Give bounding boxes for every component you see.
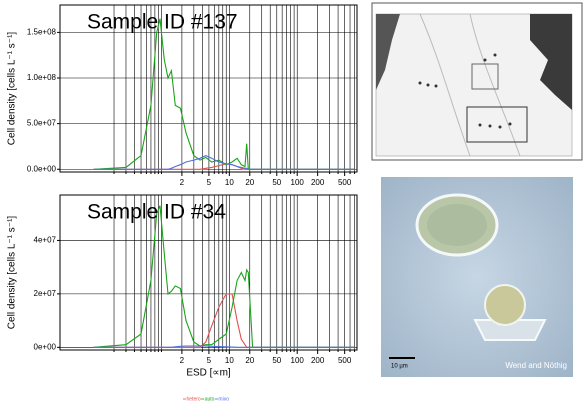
photo: 10 µm Wend and Nöthig — [381, 177, 573, 377]
x-tick-label: 2 — [180, 356, 185, 365]
y-tick-label: 1.0e+08 — [27, 73, 57, 82]
x-tick-label: 20 — [245, 356, 254, 365]
legend-label: hetero — [187, 396, 201, 402]
y-tick-label: 4e+07 — [34, 236, 57, 245]
plot-frame — [59, 4, 358, 173]
y-tick-label: 1.5e+08 — [27, 27, 57, 36]
x-tick-label: 200 — [311, 356, 325, 365]
x-tick-label: 100 — [291, 178, 305, 187]
plot-frame — [59, 194, 358, 351]
x-tick-label: 500 — [338, 356, 352, 365]
x-tick-label: 500 — [338, 178, 352, 187]
series-line — [93, 154, 355, 170]
y-tick-label: 0.0e+00 — [27, 164, 57, 173]
x-tick-label: 100 — [291, 356, 305, 365]
legend-label: auto — [205, 396, 215, 402]
chart-title: Sample ID #137 — [87, 11, 238, 34]
y-tick-label: 0e+00 — [34, 342, 57, 351]
x-tick-label: 200 — [311, 178, 325, 187]
plot-area — [60, 195, 357, 350]
x-tick-label: 2 — [180, 178, 185, 187]
series-line — [93, 345, 355, 348]
x-tick-label: 50 — [272, 356, 281, 365]
x-tick-label: 20 — [245, 178, 254, 187]
x-tick-label: 10 — [225, 178, 234, 187]
series-line — [93, 18, 355, 170]
x-tick-label: 10 — [225, 356, 234, 365]
y-tick-label: 5.0e+07 — [27, 119, 57, 128]
map — [371, 2, 583, 161]
x-tick-label: 50 — [272, 178, 281, 187]
photo-credit: Wend and Nöthig — [505, 361, 567, 370]
x-tick-label: 5 — [207, 356, 212, 365]
x-axis-label: ESD [∝m] — [186, 368, 231, 379]
y-axis-label: Cell density [cells L⁻¹ s⁻¹] — [7, 216, 18, 330]
y-tick-label: 2e+07 — [34, 289, 57, 298]
x-tick-label: 5 — [207, 178, 212, 187]
plot-area — [60, 5, 357, 172]
y-axis-label: Cell density [cells L⁻¹ s⁻¹] — [7, 32, 18, 146]
legend-label: mixo — [218, 396, 229, 402]
series-line — [93, 205, 355, 348]
scale-label: 10 µm — [391, 364, 408, 370]
chart-title: Sample ID #34 — [87, 201, 226, 224]
